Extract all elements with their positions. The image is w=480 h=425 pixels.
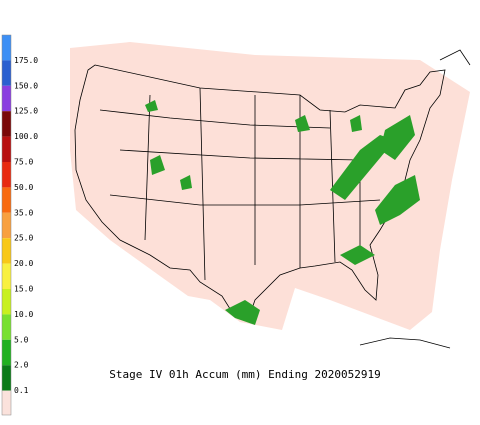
- legend-swatch: [2, 85, 11, 112]
- legend-label: 10.0: [14, 310, 33, 319]
- precipitation: [145, 100, 420, 325]
- legend-label: 2.0: [14, 361, 29, 370]
- legend-frame: [1, 34, 12, 416]
- caption: Stage IV 01h Accum (mm) Ending 202005291…: [109, 368, 381, 381]
- legend-label: 150.0: [14, 81, 38, 90]
- legend-label: 20.0: [14, 259, 33, 268]
- rain-area: [330, 135, 395, 200]
- legend-swatch: [2, 339, 11, 366]
- legend-swatch: [2, 136, 11, 162]
- legend-label: 5.0: [14, 335, 29, 344]
- rain-area: [340, 245, 375, 265]
- legend-swatch: [2, 289, 11, 315]
- legend-swatch: [2, 162, 11, 188]
- legend-swatch: [2, 60, 11, 86]
- color-legend: 175.0 150.0 125.0 100.0 75.0 50.0 35.0 25.0 20.0…: [1, 34, 38, 416]
- legend-label: 50.0: [14, 183, 33, 192]
- us-outline: [74, 64, 446, 321]
- legend-label: 15.0: [14, 285, 33, 294]
- legend-swatch: [2, 390, 11, 415]
- state-lines: [99, 87, 381, 281]
- legend-label: 175.0: [14, 56, 38, 65]
- legend-swatch: [2, 365, 11, 391]
- state-outlines: [74, 49, 471, 349]
- legend-swatch: [2, 187, 11, 213]
- legend-swatch: [2, 263, 11, 289]
- legend-label: 75.0: [14, 158, 33, 167]
- legend-swatch: [2, 35, 11, 61]
- rain-area: [380, 115, 415, 160]
- legend-label: 25.0: [14, 234, 33, 243]
- legend-label: 35.0: [14, 208, 33, 217]
- legend-label: 125.0: [14, 107, 38, 116]
- legend-swatch: [2, 314, 11, 340]
- legend-swatch: [2, 111, 11, 137]
- legend-label: 100.0: [14, 132, 38, 141]
- rain-area: [375, 175, 420, 225]
- coverage-area: [70, 42, 470, 330]
- legend-label: 0.1: [14, 386, 29, 395]
- coast-lines: [359, 49, 471, 349]
- rain-area: [225, 300, 260, 325]
- legend-swatch: [2, 212, 11, 239]
- legend-swatch: [2, 238, 11, 264]
